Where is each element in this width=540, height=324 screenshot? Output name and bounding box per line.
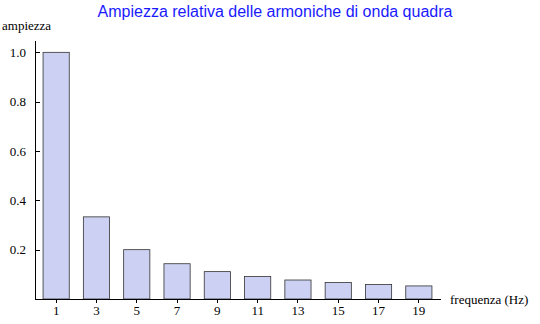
bar	[83, 217, 109, 299]
y-axis-line	[35, 41, 36, 300]
x-tick-label: 3	[93, 303, 100, 318]
bar	[124, 250, 150, 299]
y-tick: 0.2	[10, 242, 40, 257]
bars	[43, 52, 432, 299]
bar	[204, 272, 230, 299]
bar	[245, 277, 271, 299]
bar	[43, 52, 69, 299]
x-tick: 5	[134, 299, 141, 318]
y-tick: 1.0	[10, 45, 40, 60]
y-axis: 0.2 0.4 0.6 0.8 1.0	[10, 41, 40, 300]
y-tick: 0.6	[10, 144, 40, 159]
x-tick-label: 17	[372, 303, 386, 318]
x-tick-label: 5	[134, 303, 141, 318]
bar	[285, 280, 311, 299]
bar	[164, 264, 190, 299]
x-tick-label: 15	[332, 303, 345, 318]
x-tick-label: 11	[251, 303, 264, 318]
y-tick-label: 0.6	[10, 144, 27, 159]
x-tick-label: 13	[291, 303, 304, 318]
bar	[365, 284, 391, 299]
y-axis-title: ampiezza	[2, 18, 51, 33]
x-tick: 13	[291, 299, 304, 318]
x-tick-label: 1	[53, 303, 60, 318]
y-tick-mark	[35, 52, 40, 53]
x-tick-label: 9	[214, 303, 221, 318]
x-tick-label: 7	[174, 303, 181, 318]
x-axis-title: frequenza (Hz)	[450, 292, 528, 307]
x-tick: 7	[174, 299, 181, 318]
x-tick: 17	[372, 299, 386, 318]
x-tick: 3	[93, 299, 100, 318]
title: Ampiezza relativa delle armoniche di ond…	[98, 3, 453, 20]
x-tick: 19	[412, 299, 425, 318]
y-tick-mark	[35, 200, 40, 201]
x-axis: 135791113151719	[36, 299, 441, 318]
y-tick: 0.8	[10, 94, 40, 109]
y-tick-label: 0.2	[10, 242, 26, 257]
x-tick-label: 19	[412, 303, 425, 318]
y-tick-label: 1.0	[10, 45, 26, 60]
x-tick: 15	[332, 299, 345, 318]
y-tick-mark	[35, 250, 40, 251]
chart: Ampiezza relativa delle armoniche di ond…	[0, 0, 540, 324]
bar	[325, 282, 351, 299]
x-tick: 9	[214, 299, 221, 318]
y-tick-label: 0.8	[10, 94, 26, 109]
y-tick-mark	[35, 151, 40, 152]
y-tick-mark	[35, 102, 40, 103]
x-tick: 1	[53, 299, 60, 318]
y-tick-label: 0.4	[10, 193, 27, 208]
y-tick: 0.4	[10, 193, 40, 208]
x-tick: 11	[251, 299, 264, 318]
bar	[406, 286, 432, 299]
